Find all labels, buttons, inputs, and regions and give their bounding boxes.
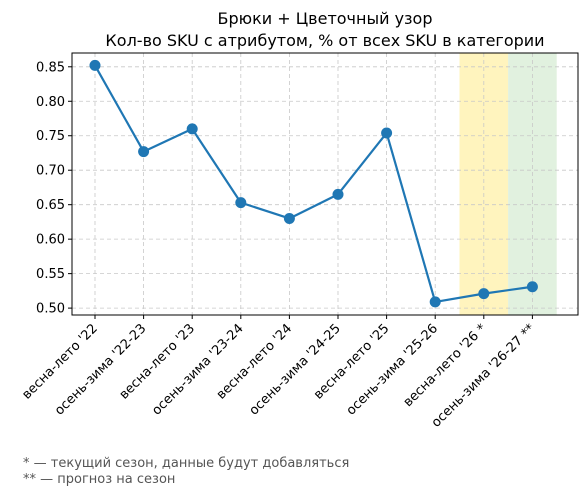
data-point-1 — [138, 146, 150, 158]
footnote-forecast: ** — прогноз на сезон — [23, 472, 176, 487]
y-tick-label-2: 0.60 — [36, 233, 65, 248]
x-tick-label-8: весна-лето '26 * — [401, 321, 490, 410]
grid — [72, 53, 578, 315]
y-axis: 0.50 0.55 0.60 0.65 0.70 0.75 0.80 0.85 — [36, 60, 72, 317]
chart-subtitle: Кол-во SKU с атрибутом, % от всех SKU в … — [105, 31, 544, 50]
y-tick-label-3: 0.65 — [36, 198, 65, 213]
y-tick-label-4: 0.70 — [36, 164, 65, 179]
highlight-current-season — [459, 53, 509, 315]
x-tick-label-1: осень-зима '22-23 — [52, 321, 149, 418]
data-point-7 — [429, 296, 441, 308]
data-point-6 — [381, 127, 393, 139]
data-point-9 — [526, 281, 538, 293]
plot-frame — [71, 52, 579, 316]
data-point-5 — [332, 188, 344, 200]
chart-title: Брюки + Цветочный узор — [218, 9, 433, 28]
data-point-0 — [89, 59, 101, 71]
y-tick-label-0: 0.50 — [36, 302, 65, 317]
x-tick-label-5: осень-зима '24-25 — [247, 321, 344, 418]
data-point-4 — [283, 212, 295, 224]
y-tick-label-5: 0.75 — [36, 129, 65, 144]
series — [89, 59, 538, 308]
highlight-bands — [459, 53, 557, 315]
x-tick-label-3: осень-зима '23-24 — [149, 321, 246, 418]
y-tick-label-7: 0.85 — [36, 60, 65, 75]
data-point-8 — [478, 288, 490, 300]
data-point-2 — [186, 123, 198, 135]
series-line-0 — [94, 64, 533, 303]
y-tick-label-6: 0.80 — [36, 95, 65, 110]
y-tick-label-1: 0.55 — [36, 267, 65, 282]
highlight-forecast — [508, 53, 557, 315]
data-point-3 — [235, 197, 247, 209]
x-tick-label-7: осень-зима '25-26 — [344, 321, 441, 418]
footnote-current-season: * — текущий сезон, данные будут добавлят… — [23, 456, 350, 471]
